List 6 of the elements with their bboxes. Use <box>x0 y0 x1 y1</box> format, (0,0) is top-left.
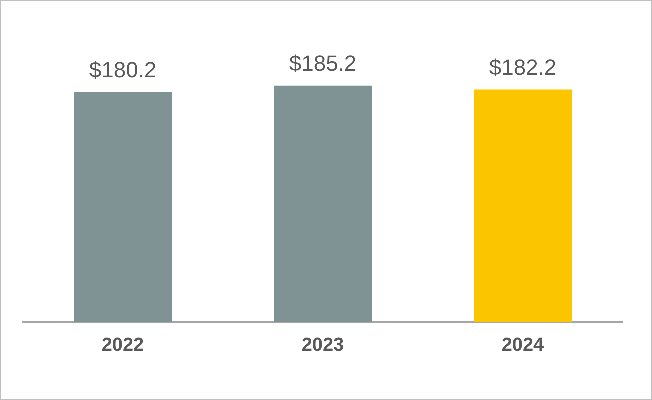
data-label: $185.2 <box>289 50 357 76</box>
data-label: $180.2 <box>89 57 157 82</box>
x-tick-label: 2023 <box>302 334 344 356</box>
x-tick-label: 2022 <box>102 334 144 356</box>
x-tick-label: 2024 <box>502 334 545 356</box>
data-label: $182.2 <box>489 54 557 80</box>
